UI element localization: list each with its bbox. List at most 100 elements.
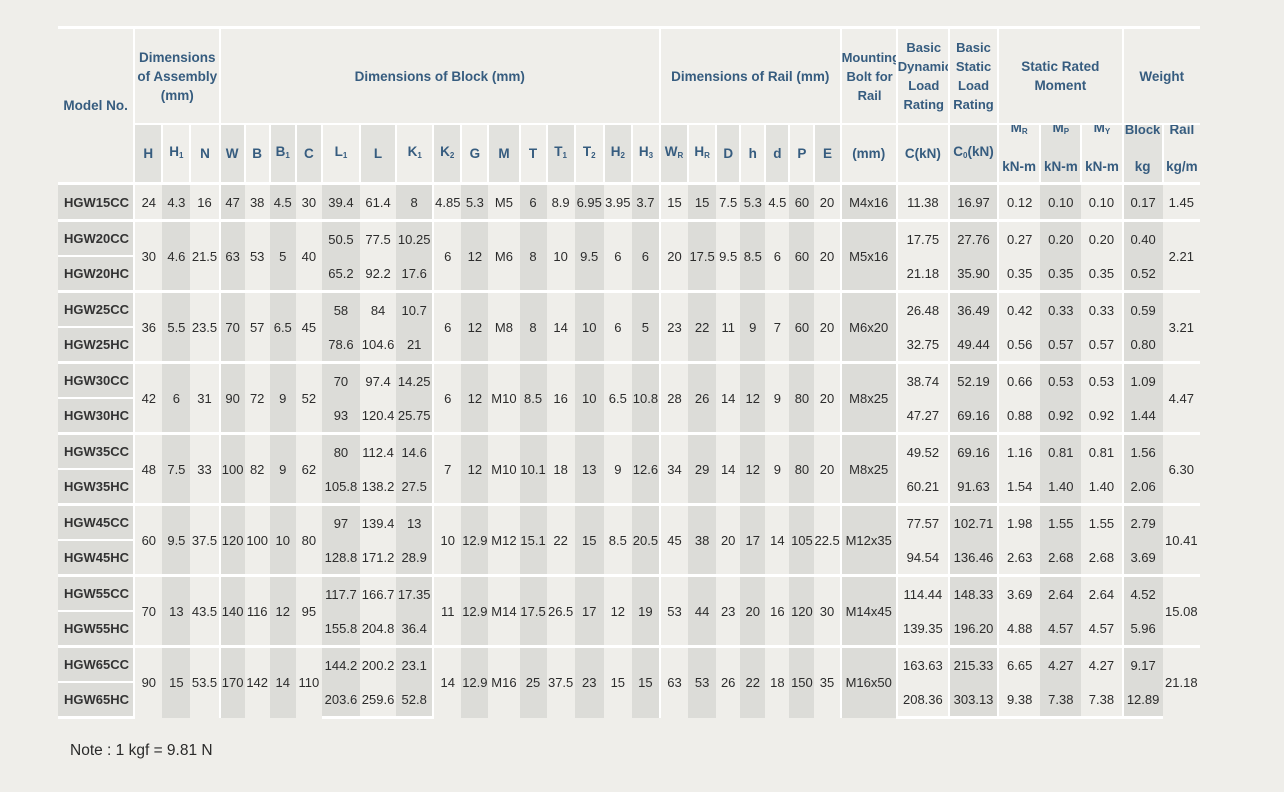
cell-h: 9 xyxy=(740,290,766,363)
cell-c: 80 xyxy=(295,503,322,576)
cell-cdyn: 47.27 xyxy=(895,398,949,434)
cell-p: 60 xyxy=(789,290,815,363)
cell-h2: 6 xyxy=(603,290,632,363)
cell-my: 0.33 xyxy=(1081,290,1123,327)
cell-t2: 15 xyxy=(574,503,604,576)
header-moment-r: MR kN-m xyxy=(997,124,1041,185)
cell-h: 30 xyxy=(133,219,163,292)
cell-c0: 102.71 xyxy=(947,503,999,540)
cell-h: 12 xyxy=(740,432,766,505)
dim-header: H xyxy=(133,124,163,185)
cell-k2: 6 xyxy=(432,290,462,363)
cell-t2: 17 xyxy=(574,574,604,647)
cell-bolt: M4x16 xyxy=(839,182,897,221)
cell-w: 47 xyxy=(218,182,245,221)
cell-l: 200.2 xyxy=(360,645,397,682)
table-row: HGW30CC 42 6 31 90 72 9 52 70 97.4 14.25 6 12 M10 8.5 1… xyxy=(58,361,1200,434)
cell-my: 0.10 xyxy=(1081,182,1123,221)
cell-hr: 26 xyxy=(688,361,717,434)
cell-d: 23 xyxy=(716,574,741,647)
cell-n: 37.5 xyxy=(190,503,220,576)
cell-d: 7 xyxy=(765,290,790,363)
cell-k1: 21 xyxy=(396,327,434,363)
cell-hr: 22 xyxy=(688,290,717,363)
cell-mp: 4.57 xyxy=(1040,611,1082,647)
cell-t1: 22 xyxy=(546,503,575,576)
cell-n: 33 xyxy=(190,432,220,505)
cell-mr: 6.65 xyxy=(997,645,1041,682)
cell-wr: 15 xyxy=(658,182,689,221)
model-name-cell: HGW55HC xyxy=(58,610,135,647)
cell-e: 20 xyxy=(814,432,841,505)
cell-rail: 6.30 xyxy=(1162,432,1200,505)
cell-l: 204.8 xyxy=(361,620,395,636)
cell-g: 12.9 xyxy=(461,503,489,576)
cell-mr: 0.35 xyxy=(997,256,1041,292)
cell-h: 17 xyxy=(740,503,766,576)
cell-b1: 6.5 xyxy=(269,290,296,363)
cell-h2: 9 xyxy=(603,432,632,505)
cell-k1: 13 xyxy=(396,503,434,540)
cell-block: 0.17 xyxy=(1121,182,1163,221)
cell-wr: 45 xyxy=(658,503,689,576)
cell-c0: 303.13 xyxy=(947,682,999,719)
cell-l1: 39.4 xyxy=(321,182,360,221)
header-moment-p: MP kN-m xyxy=(1039,124,1082,185)
cell-wr: 63 xyxy=(658,645,689,718)
cell-d: 11 xyxy=(716,290,741,363)
cell-block: 0.40 xyxy=(1121,219,1163,256)
dim-header: K2 xyxy=(432,124,462,185)
cell-b1: 14 xyxy=(269,645,296,718)
cell-wr: 34 xyxy=(658,432,689,505)
cell-c0: 27.76 xyxy=(947,219,999,256)
cell-mp: 0.81 xyxy=(1040,432,1082,469)
cell-mr: 3.69 xyxy=(997,574,1041,611)
cell-block: 0.52 xyxy=(1121,256,1163,292)
cell-h2: 12 xyxy=(603,574,632,647)
cell-h: 60 xyxy=(133,503,163,576)
cell-h3: 19 xyxy=(631,574,660,647)
cell-d: 4.5 xyxy=(765,182,790,221)
cell-t1: 37.5 xyxy=(546,645,575,718)
header-weight: Weight xyxy=(1121,27,1200,125)
cell-d: 14 xyxy=(716,432,741,505)
cell-h1: 7.5 xyxy=(162,432,191,505)
cell-h3: 20.5 xyxy=(631,503,660,576)
cell-t2: 6.95 xyxy=(574,182,604,221)
cell-e: 30 xyxy=(814,574,841,647)
dim-header: h xyxy=(739,124,766,185)
cell-my: 0.57 xyxy=(1088,336,1115,352)
cell-wr: 23 xyxy=(658,290,689,363)
cell-mr: 0.88 xyxy=(997,398,1041,434)
cell-h3: 10.8 xyxy=(631,361,660,434)
cell-h3: 6 xyxy=(631,219,660,292)
cell-my: 4.27 xyxy=(1081,645,1123,682)
cell-h: 42 xyxy=(133,361,163,434)
cell-p: 105 xyxy=(789,503,815,576)
cell-bolt: M16x50 xyxy=(839,645,897,718)
cell-bolt: M14x45 xyxy=(839,574,897,647)
dim-header: H3 xyxy=(630,124,660,185)
cell-k1: 27.5 xyxy=(396,469,434,505)
cell-l: 138.2 xyxy=(361,478,395,494)
dim-header: C xyxy=(294,124,322,185)
cell-h1: 15 xyxy=(162,645,191,718)
model-name-cell: HGW45CC xyxy=(58,503,135,540)
cell-mp: 0.53 xyxy=(1040,361,1082,398)
cell-hr: 17.5 xyxy=(688,219,717,292)
cell-w: 170 xyxy=(218,645,245,718)
table-row: HGW45CC 60 9.5 37.5 120 100 10 80 97 139.4 13 10 12.… xyxy=(58,503,1200,576)
cell-hr: 38 xyxy=(688,503,717,576)
cell-block: 0.59 xyxy=(1121,290,1163,327)
dim-header: B1 xyxy=(268,124,296,185)
cell-cdyn: 11.38 xyxy=(895,182,949,221)
model-name-cell: HGW30HC xyxy=(58,397,135,434)
model-name-cell: HGW20CC xyxy=(58,219,135,256)
cell-b1: 9 xyxy=(269,432,296,505)
cell-l: 166.7 xyxy=(360,574,397,611)
cell-mp: 1.40 xyxy=(1040,469,1082,505)
cell-g: 5.3 xyxy=(461,182,489,221)
cell-cdyn: 94.54 xyxy=(895,540,949,576)
cell-h: 12 xyxy=(740,361,766,434)
cell-k2: 14 xyxy=(432,645,462,718)
